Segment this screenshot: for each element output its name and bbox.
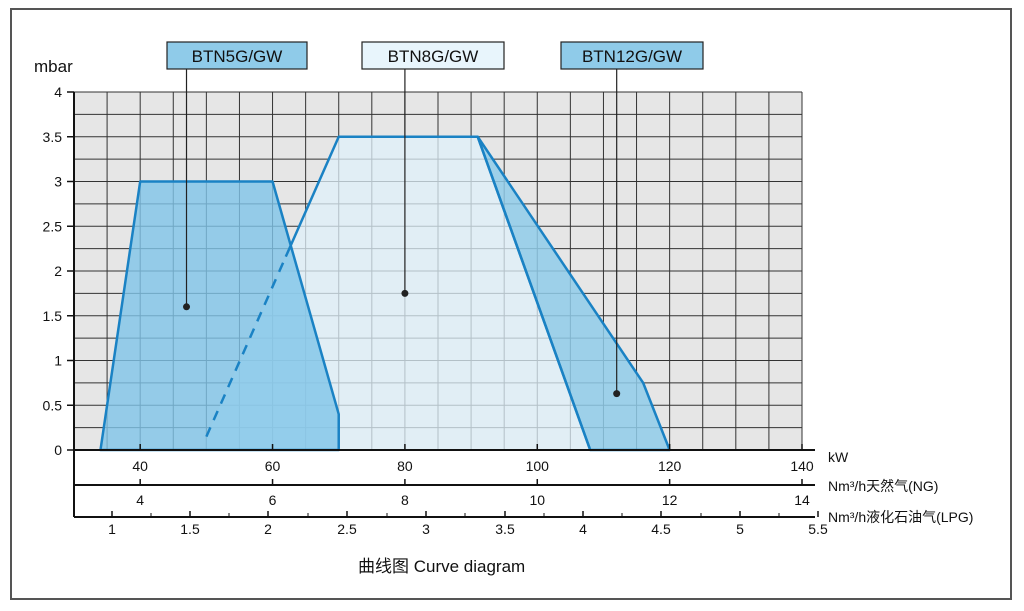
y-tick-label: 3 [54,174,62,190]
lpg-tick-label: 1 [108,521,116,537]
kw-axis-unit: kW [828,449,849,465]
series-label-text: BTN8G/GW [388,47,479,66]
series-areas [99,135,671,452]
x-tick-labels: 40 60 80 100 120 140 4 6 8 10 12 14 1 1.5 2 2.5 3 3.5 4 4.5… [108,444,828,537]
y-tick-label: 0 [54,442,62,458]
kw-tick-label: 140 [790,458,814,474]
series-labels: BTN5G/GW BTN8G/GW BTN12G/GW [166,41,704,398]
ng-axis-unit: Nm³/h天然气(NG) [828,478,938,494]
axes [73,92,815,518]
y-tick-label: 0.5 [43,397,63,413]
anchor-dot [613,390,621,398]
lpg-tick-label: 4 [579,521,587,537]
anchor-dot [183,303,191,311]
ng-tick-label: 6 [269,492,277,508]
kw-tick-label: 100 [526,458,550,474]
ng-tick-label: 12 [662,492,678,508]
kw-tick-label: 60 [265,458,281,474]
y-tick-label: 2.5 [43,218,63,234]
series-label-box [560,41,704,70]
lpg-tick-label: 2.5 [337,521,357,537]
anchor-dot [401,289,409,297]
kw-tick-label: 120 [658,458,682,474]
lpg-tick-label: 4.5 [651,521,671,537]
lpg-axis-unit: Nm³/h液化石油气(LPG) [828,509,973,525]
lpg-tick-label: 1.5 [180,521,200,537]
y-tick-label: 1.5 [43,308,63,324]
lpg-tick-label: 3.5 [495,521,515,537]
series-line-btn8-dashed [205,256,287,438]
y-tick-label: 2 [54,263,62,279]
y-tick-label: 1 [54,353,62,369]
ng-tick-label: 8 [401,492,409,508]
series-label-text: BTN5G/GW [192,47,283,66]
lpg-tick-label: 5 [736,521,744,537]
chart-caption: 曲线图 Curve diagram [358,557,525,576]
series-line-btn8 [284,135,592,451]
ng-tick-label: 4 [136,492,144,508]
lpg-tick-label: 5.5 [808,521,828,537]
lpg-tick-label: 2 [264,521,272,537]
series-label-text: BTN12G/GW [582,47,682,66]
kw-tick-label: 80 [397,458,413,474]
y-tick-labels: 4 3.5 3 2.5 2 1.5 1 0.5 0 [43,84,74,458]
series-label-box [361,41,505,70]
ng-tick-label: 14 [794,492,810,508]
y-tick-label: 3.5 [43,129,63,145]
ng-tick-label: 10 [529,492,545,508]
y-tick-label: 4 [54,84,62,100]
series-label-box [166,41,308,70]
kw-tick-label: 40 [132,458,148,474]
lpg-tick-label: 3 [422,521,430,537]
y-axis-label: mbar [34,57,73,76]
